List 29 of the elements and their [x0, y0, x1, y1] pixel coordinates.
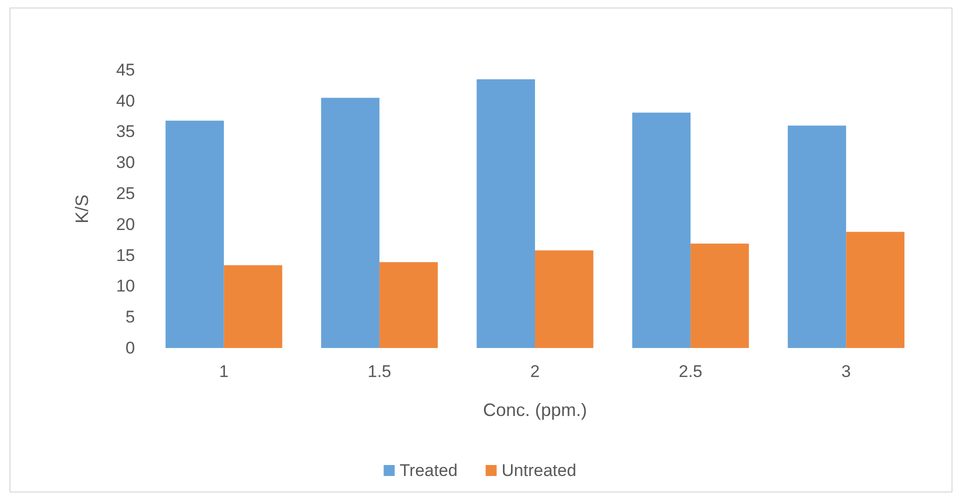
y-tick-label: 35 [116, 122, 135, 142]
bar [476, 79, 535, 348]
bar [690, 244, 749, 348]
y-tick-label: 40 [116, 91, 135, 110]
y-tick-label: 20 [116, 214, 135, 234]
legend-label: Treated [400, 461, 458, 480]
bar [379, 262, 438, 348]
y-tick-label: 45 [116, 60, 135, 80]
bar [321, 98, 380, 348]
x-tick-label: 3 [841, 362, 851, 382]
y-tick-label: 5 [126, 308, 135, 327]
y-tick-label: 30 [116, 153, 135, 172]
y-tick-label: 15 [116, 246, 135, 265]
bar [166, 120, 224, 348]
x-tick-label: 1 [219, 362, 229, 382]
bar [224, 265, 282, 348]
bar [632, 112, 691, 348]
x-tick-label: 2.5 [678, 362, 702, 382]
bar [846, 232, 904, 348]
y-axis-title: K/S [72, 194, 92, 224]
legend-label: Untreated [502, 461, 576, 480]
bar [535, 250, 594, 348]
x-axis-title: Conc. (ppm.) [482, 400, 588, 420]
x-tick-label: 1.5 [368, 362, 392, 382]
y-tick-label: 10 [116, 276, 135, 296]
y-tick-label: 25 [116, 184, 135, 203]
bar [788, 126, 846, 348]
y-tick-label: 0 [126, 338, 135, 358]
x-tick-label: 2 [530, 362, 540, 382]
